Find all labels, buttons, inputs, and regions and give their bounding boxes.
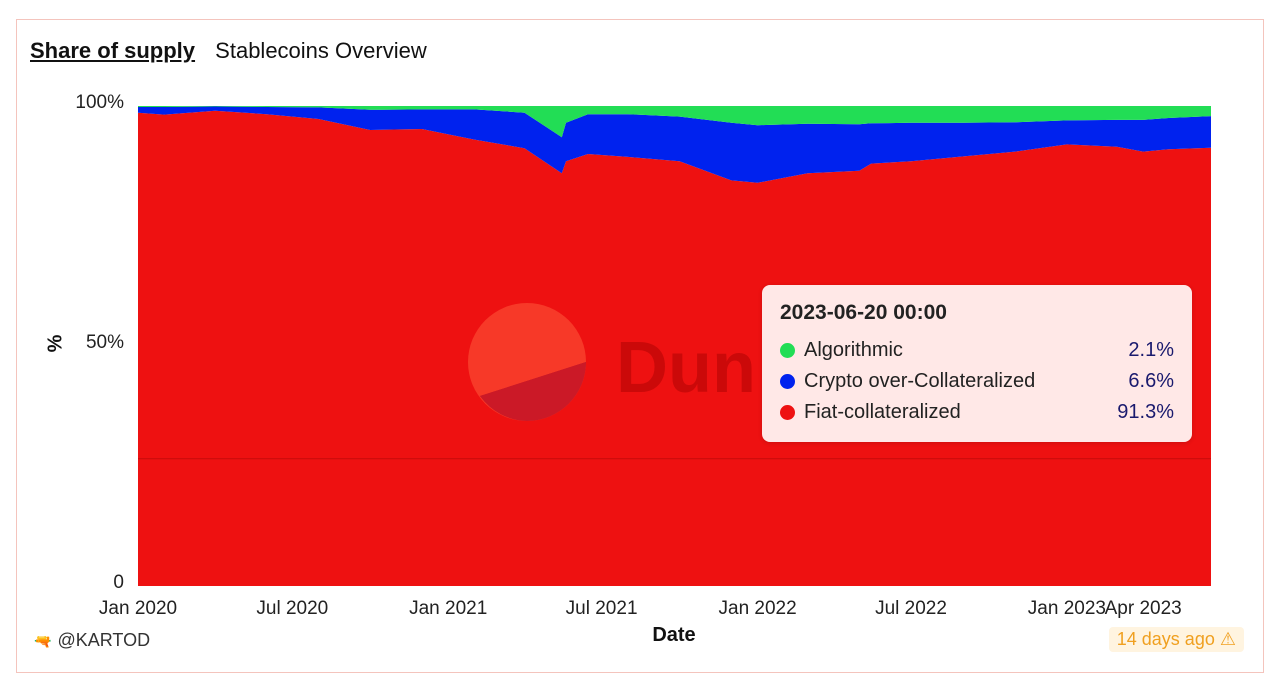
staleness-text: 14 days ago: [1116, 629, 1215, 649]
dune-watermark-logo: [468, 303, 586, 421]
tooltip-series-name: Fiat-collateralized: [804, 401, 961, 423]
query-title-link[interactable]: Share of supply: [30, 38, 196, 63]
watermark-text: Dun: [616, 328, 756, 408]
x-tick-label: Jan 2023: [1027, 598, 1106, 619]
x-tick-label: Jan 2022: [718, 598, 797, 619]
legend-dot-icon: [780, 405, 795, 420]
y-tick-label-100: 100%: [75, 92, 124, 113]
staleness-badge[interactable]: 14 days ago ⚠: [1108, 627, 1244, 652]
x-tick-label: Jul 2021: [565, 598, 638, 619]
x-tick-label: Jul 2022: [875, 598, 947, 619]
x-tick-label: Jan 2020: [98, 598, 178, 619]
warning-icon: ⚠: [1219, 629, 1236, 649]
legend-dot-icon: [780, 374, 795, 389]
y-tick-label-0: 0: [113, 572, 124, 593]
tooltip-row-crypto: Crypto over-Collateralized 6.6%: [780, 366, 1174, 397]
tooltip-series-name: Algorithmic: [804, 339, 903, 361]
area-series-crypto-over-collateralized[interactable]: [138, 106, 1211, 183]
author-handle: @KARTOD: [57, 630, 151, 650]
x-tick-label: Jan 2021: [409, 598, 488, 619]
area-series-fiat-collateralized[interactable]: [138, 110, 1211, 587]
chart-tooltip: 2023-06-20 00:00 Algorithmic 2.1% Crypto…: [762, 285, 1192, 442]
tooltip-series-value: 91.3%: [1117, 401, 1174, 423]
area-series-algorithmic[interactable]: [138, 106, 1211, 138]
tooltip-series-name: Crypto over-Collateralized: [804, 370, 1036, 392]
x-axis-label: Date: [652, 624, 696, 646]
legend-dot-icon: [780, 343, 795, 358]
visualization-title: Stablecoins Overview: [215, 38, 427, 63]
emoji-icon: 🔫: [34, 633, 52, 649]
tooltip-series-value: 2.1%: [1128, 339, 1174, 361]
tooltip-series-value: 6.6%: [1128, 370, 1174, 392]
tooltip-row-fiat: Fiat-collateralized 91.3%: [780, 397, 1174, 428]
x-tick-label: Apr 2023: [1104, 598, 1182, 619]
tooltip-row-algorithmic: Algorithmic 2.1%: [780, 335, 1174, 366]
x-tick-label: Jul 2020: [256, 598, 329, 619]
author-credit[interactable]: 🔫 @KARTOD: [34, 630, 150, 651]
chart-header: Share of supply Stablecoins Overview: [30, 38, 427, 64]
y-tick-label-50: 50%: [85, 332, 124, 353]
tooltip-date: 2023-06-20 00:00: [780, 301, 947, 324]
